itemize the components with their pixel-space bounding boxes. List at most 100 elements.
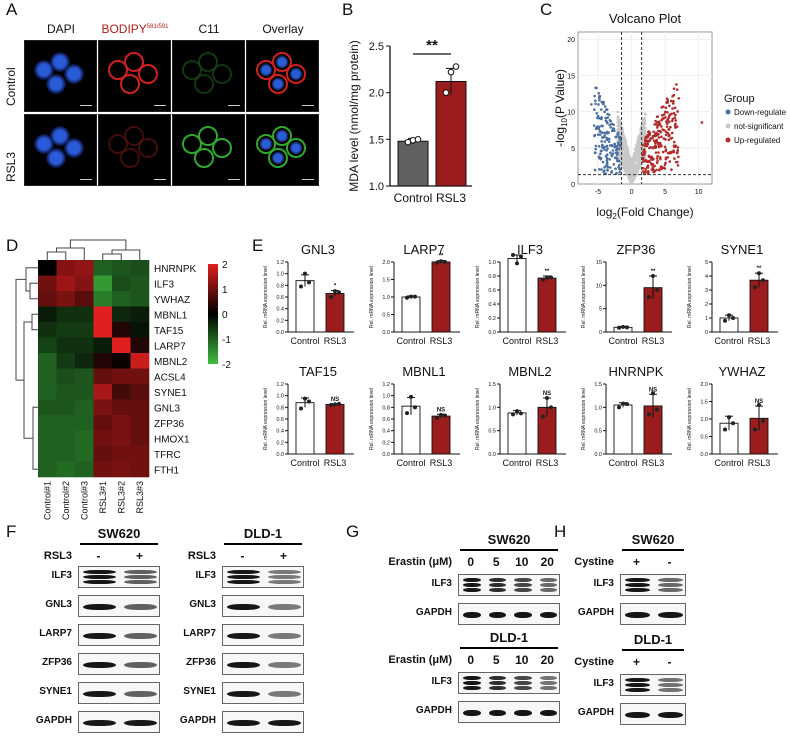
band xyxy=(539,578,557,582)
y-tick-label: 2.5 xyxy=(369,41,384,53)
data-point xyxy=(621,324,625,329)
y-tick-label: 10 xyxy=(596,283,602,289)
heatmap-cell xyxy=(130,337,150,354)
cell-2 xyxy=(64,64,84,84)
data-point xyxy=(519,254,523,259)
x-tick-label: RSL3 xyxy=(430,336,453,346)
point-up xyxy=(656,159,659,163)
y-tick-label: 0.2 xyxy=(488,316,496,322)
data-point xyxy=(413,294,417,299)
point-down xyxy=(618,168,622,171)
y-tick-label: 0.0 xyxy=(382,330,390,336)
data-point xyxy=(731,316,735,320)
heatmap-cell xyxy=(38,399,57,416)
x-tick-label: Control xyxy=(608,336,637,346)
panel-label-b: B xyxy=(342,0,354,19)
data-point xyxy=(439,259,443,264)
point-up xyxy=(666,98,670,102)
heatmap-cell xyxy=(38,446,57,462)
point-not-significant xyxy=(633,168,637,171)
x-tick-label: Control xyxy=(608,458,637,468)
treatment-label: Cystine xyxy=(574,556,614,568)
row-label: FTH1 xyxy=(154,465,179,476)
blot-ilf3 xyxy=(78,566,160,588)
scale-bar xyxy=(80,179,92,180)
point-not-significant xyxy=(617,120,621,123)
scale-bar xyxy=(228,179,240,180)
cell-3 xyxy=(46,74,66,94)
point-down xyxy=(604,155,608,158)
point-up xyxy=(658,141,662,145)
heatmap-cell xyxy=(130,322,150,338)
point-up xyxy=(661,128,664,131)
band xyxy=(83,662,116,668)
point-down xyxy=(613,143,617,146)
chart-title: LARP7 xyxy=(403,242,444,257)
heatmap-cell xyxy=(38,353,57,369)
point-up xyxy=(652,170,655,173)
point-up xyxy=(658,129,662,133)
treatment-label: Erastin (μM) xyxy=(388,556,452,568)
data-point xyxy=(549,275,553,280)
data-point xyxy=(617,325,621,330)
point-down xyxy=(609,119,612,123)
point-up xyxy=(666,131,670,135)
point-up xyxy=(655,168,658,172)
cell-1 xyxy=(198,126,218,146)
point-up xyxy=(674,113,677,117)
heatmap-cell xyxy=(75,322,94,338)
point-up xyxy=(671,107,674,110)
heatmap-cell xyxy=(112,306,131,323)
point-not-significant xyxy=(616,117,619,120)
band xyxy=(268,720,301,726)
y-tick-label: 20 xyxy=(567,37,575,44)
point-down xyxy=(615,153,619,156)
point-up xyxy=(663,110,667,114)
point-not-significant xyxy=(631,157,635,160)
heatmap-cell xyxy=(56,430,76,447)
qpcr-chart-ywhaz: YWHAZ 0.0 0.5 1.0 1.5 2.0 Rel. mRNA expression… xyxy=(687,364,778,468)
cell-3 xyxy=(268,74,288,94)
heatmap-cell xyxy=(112,291,131,307)
point-down xyxy=(618,170,622,174)
point-down xyxy=(605,136,609,140)
point-up xyxy=(673,106,677,110)
header-rule xyxy=(622,649,684,651)
point-down xyxy=(599,149,603,153)
data-point xyxy=(329,403,333,407)
point-up xyxy=(664,106,668,109)
y-tick-label: 0.4 xyxy=(276,307,284,313)
y-axis-label: Rel. mRNA expression level xyxy=(369,266,375,328)
treatment-label: Erastin (μM) xyxy=(388,654,452,666)
point-down xyxy=(611,152,615,155)
y-tick-label: 0.8 xyxy=(488,274,496,280)
point-up xyxy=(672,99,675,103)
point-not-significant xyxy=(642,123,646,127)
point-not-significant xyxy=(623,160,627,164)
heatmap-cell xyxy=(75,461,94,478)
header-rule xyxy=(80,543,158,545)
point-not-significant xyxy=(616,128,620,131)
point-up xyxy=(666,101,670,104)
protein-label: GAPDH xyxy=(179,715,216,726)
heatmap-cell xyxy=(56,291,76,307)
point-down xyxy=(596,114,600,118)
point-down xyxy=(606,169,609,172)
point-down xyxy=(598,129,602,133)
heatmap-cell xyxy=(56,399,76,416)
point-up xyxy=(660,166,664,169)
point-not-significant xyxy=(625,170,628,174)
point-down xyxy=(593,168,597,172)
chart-title: Volcano Plot xyxy=(609,11,682,26)
band xyxy=(488,578,506,582)
data-point xyxy=(617,405,621,410)
x-tick-label: RSL3 xyxy=(642,336,665,346)
point-down xyxy=(615,144,619,148)
point-not-significant xyxy=(622,141,625,144)
heatmap-cell xyxy=(93,430,113,447)
column-label: RSL3#1 xyxy=(98,481,108,514)
point-up xyxy=(658,168,661,172)
heatmap-cell xyxy=(130,430,150,447)
point-down xyxy=(610,154,614,158)
y-tick-label: 0.6 xyxy=(276,417,284,423)
